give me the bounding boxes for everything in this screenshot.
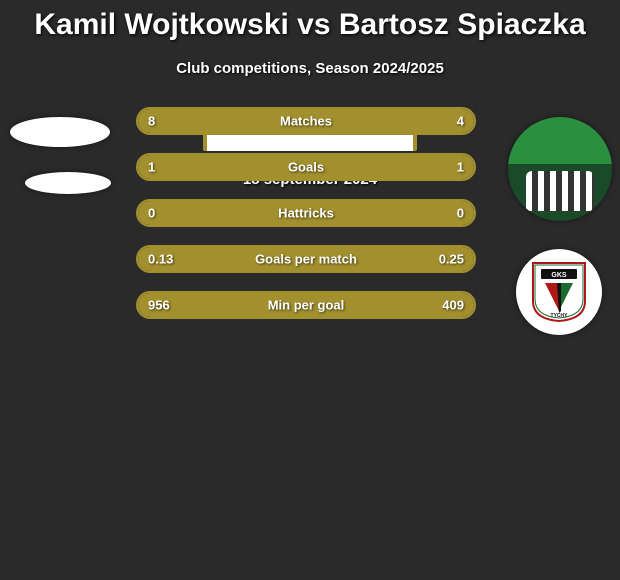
player2-avatar [508, 117, 612, 221]
stat-value-right: 0.25 [439, 252, 464, 267]
stat-value-left: 956 [148, 298, 170, 313]
svg-text:GKS: GKS [551, 272, 567, 279]
player2-club-avatar: GKS TYCHY [516, 249, 602, 335]
stat-bar-left [138, 155, 306, 179]
subtitle: Club competitions, Season 2024/2025 [0, 60, 620, 77]
stat-row: 0.13 Goals per match 0.25 [136, 245, 476, 273]
stat-value-right: 1 [457, 160, 464, 175]
stat-value-left: 0 [148, 206, 155, 221]
stat-label: Hattricks [278, 206, 334, 221]
svg-text:TYCHY: TYCHY [551, 313, 569, 319]
stat-bar-right [306, 155, 474, 179]
gks-badge-icon: GKS TYCHY [531, 261, 587, 323]
player1-avatar [10, 117, 110, 147]
stat-value-right: 0 [457, 206, 464, 221]
stat-value-right: 409 [442, 298, 464, 313]
stat-row: 8 Matches 4 [136, 107, 476, 135]
stat-label: Matches [280, 114, 332, 129]
stat-row: 956 Min per goal 409 [136, 291, 476, 319]
stat-label: Goals [288, 160, 324, 175]
stat-label: Min per goal [268, 298, 345, 313]
player1-club-avatar [25, 172, 111, 194]
stat-value-left: 1 [148, 160, 155, 175]
stat-row: 0 Hattricks 0 [136, 199, 476, 227]
stat-value-left: 0.13 [148, 252, 173, 267]
stat-row: 1 Goals 1 [136, 153, 476, 181]
stat-bars: 8 Matches 4 1 Goals 1 0 Hattricks 0 0.13 Goals per… [136, 107, 476, 337]
stat-value-right: 4 [457, 114, 464, 129]
stat-value-left: 8 [148, 114, 155, 129]
stat-label: Goals per match [255, 252, 357, 267]
page-title: Kamil Wojtkowski vs Bartosz Spiaczka [0, 0, 620, 42]
